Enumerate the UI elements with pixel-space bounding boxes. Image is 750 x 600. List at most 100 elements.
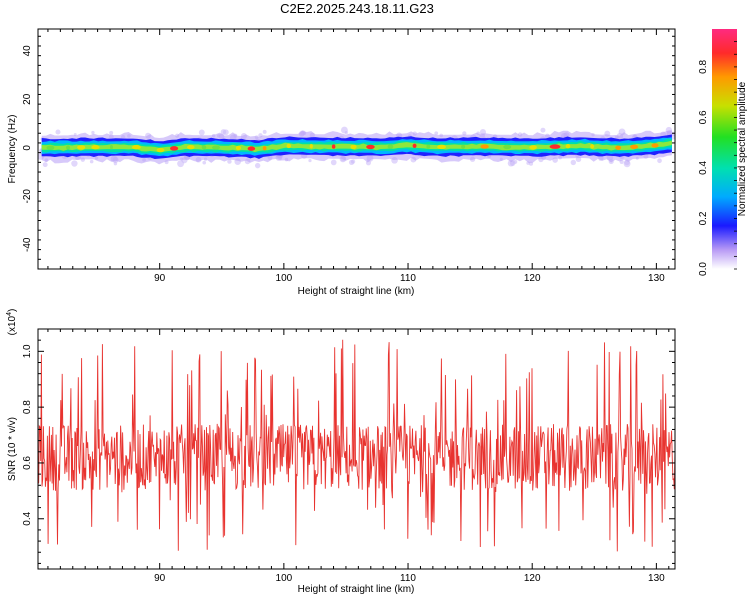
spectrogram-noise-dot <box>109 130 114 135</box>
spectrogram-peak <box>156 147 165 153</box>
spectrogram-noise-dot <box>507 159 515 167</box>
snr-panel: 90 100 110 120 130 0.4 0.6 0.8 1.0 Height of str… <box>6 309 676 595</box>
spectrogram-noise-dot <box>657 158 662 164</box>
spectrogram-noise-dot <box>330 159 337 166</box>
spectrogram-peak <box>109 144 113 150</box>
spectrogram-peak <box>480 144 489 149</box>
snr-series-line <box>38 339 675 552</box>
snr-x-tick-label: 100 <box>276 573 293 584</box>
spectrogram-y-tick-label: 40 <box>22 45 33 57</box>
spectrogram-y-tick-label: 0 <box>22 145 33 151</box>
spectrogram-peak <box>426 144 431 149</box>
spectrogram-peak <box>212 145 221 150</box>
colorbar-tick-label: 0.2 <box>698 211 709 225</box>
spectrogram-peak <box>46 145 55 150</box>
spectrogram-noise-dot <box>348 159 355 165</box>
spectrogram-noise-dot <box>340 126 348 134</box>
spectrogram-peak <box>366 144 375 150</box>
spectrogram-peak <box>437 144 446 150</box>
spectrogram-peak <box>549 144 561 149</box>
snr-y-tick-label: 0.4 <box>22 511 33 525</box>
spectrogram-noise-dot <box>89 159 94 164</box>
spectrogram-peak <box>565 144 571 149</box>
snr-y-tick-label: 0.8 <box>22 400 33 414</box>
spectrogram-peak <box>187 144 195 150</box>
spectrogram-peak <box>131 145 141 150</box>
spectrogram-xlabel: Height of straight line (km) <box>298 286 415 297</box>
snr-xlabel: Height of straight line (km) <box>298 584 415 595</box>
spectrogram-x-tick-label: 100 <box>276 273 293 284</box>
spectrogram-x-tick-label: 130 <box>648 273 665 284</box>
spectrogram-peak <box>529 145 537 150</box>
colorbar-tick-label: 0.0 <box>698 262 709 276</box>
spectrogram-noise-dot <box>220 129 227 135</box>
snr-multiplier-exp: 4 <box>6 312 13 316</box>
colorbar-tick-label: 0.4 <box>698 161 709 175</box>
snr-x-tick-label: 130 <box>648 573 665 584</box>
spectrogram-y-tick-label: -20 <box>22 189 33 204</box>
snr-x-tick-label: 110 <box>400 573 416 584</box>
spectrogram-noise-dot <box>570 159 577 166</box>
spectrogram-peak <box>66 145 71 150</box>
spectrogram-noise-dot <box>462 131 467 136</box>
spectrogram-peak <box>350 144 357 149</box>
spectrogram-panel: 90 100 110 120 130 40 20 0 -20 -40 Height of stra… <box>7 28 676 297</box>
snr-y-tick-label: 1.0 <box>22 344 33 358</box>
spectrogram-x-tick-label: 90 <box>154 273 166 284</box>
spectrogram-peak <box>91 145 100 150</box>
spectrogram-noise-dot <box>113 161 118 166</box>
spectrogram-peak <box>590 144 595 149</box>
spectrogram-heatmap <box>38 126 675 169</box>
colorbar: 0.0 0.2 0.4 0.6 0.8 Normalized spectral ampl… <box>698 29 748 276</box>
spectrogram-peak <box>387 144 394 149</box>
snr-multiplier: (x104) <box>6 309 18 336</box>
spectrogram-peak <box>461 144 466 149</box>
spectrogram-noise-dot <box>227 159 232 164</box>
spectrogram-peak <box>412 143 417 149</box>
spectrogram-peak <box>262 146 267 151</box>
spectrogram-peak <box>169 146 179 151</box>
spectrogram-peak <box>247 146 256 151</box>
spectrogram-peak <box>651 143 659 148</box>
spectrogram-noise-dot <box>202 160 207 165</box>
spectrogram-peak <box>201 145 207 150</box>
colorbar-gradient <box>712 29 737 269</box>
colorbar-tick-label: 0.8 <box>698 60 709 74</box>
spectrogram-frame <box>37 28 676 270</box>
spectrogram-noise-dot <box>198 129 205 136</box>
spectrogram-peak <box>503 144 512 150</box>
spectrogram-peak <box>615 145 622 150</box>
snr-x-tick-label: 120 <box>524 573 541 584</box>
snr-ylabel: SNR (10 * v/v) <box>7 417 18 481</box>
snr-ticks: 90 100 110 120 130 0.4 0.6 0.8 1.0 <box>22 329 675 584</box>
colorbar-tick-label: 0.6 <box>698 110 709 124</box>
spectrogram-ylabel: Frequency (Hz) <box>7 115 18 184</box>
spectrogram-peak <box>235 145 241 151</box>
spectrogram-x-tick-label: 110 <box>400 273 416 284</box>
spectrogram-peak <box>630 144 639 150</box>
snr-y-tick-label: 0.6 <box>22 456 33 470</box>
chart-title: C2E2.2025.243.18.11.G23 <box>280 1 434 16</box>
spectrogram-noise-dot <box>71 160 78 167</box>
spectrogram-ticks: 90 100 110 120 130 40 20 0 -20 -40 <box>22 29 675 284</box>
spectrogram-noise-dot <box>540 127 546 133</box>
spectrogram-noise-dot <box>262 129 267 134</box>
spectrogram-band-layer <box>41 140 672 153</box>
snr-multiplier-base: (x10 <box>7 315 18 335</box>
spectrogram-peak <box>309 144 313 149</box>
spectrogram-y-tick-label: -40 <box>22 237 33 252</box>
snr-x-tick-label: 90 <box>154 573 166 584</box>
svg-text:(x104): (x104) <box>6 309 18 336</box>
spectrogram-noise-dot <box>434 131 439 136</box>
spectrogram-peak <box>331 144 336 149</box>
spectrogram-peak <box>286 143 292 149</box>
snr-frame <box>37 328 676 570</box>
spectrogram-noise-dot <box>254 162 261 169</box>
spectrogram-noise-dot <box>513 159 518 164</box>
colorbar-ticks: 0.0 0.2 0.4 0.6 0.8 <box>698 41 737 276</box>
spectrogram-noise-dot <box>308 158 312 163</box>
spectrogram-y-tick-label: 20 <box>22 93 33 105</box>
spectrogram-peak <box>77 145 86 150</box>
spectrogram-noise-dot <box>91 130 95 135</box>
